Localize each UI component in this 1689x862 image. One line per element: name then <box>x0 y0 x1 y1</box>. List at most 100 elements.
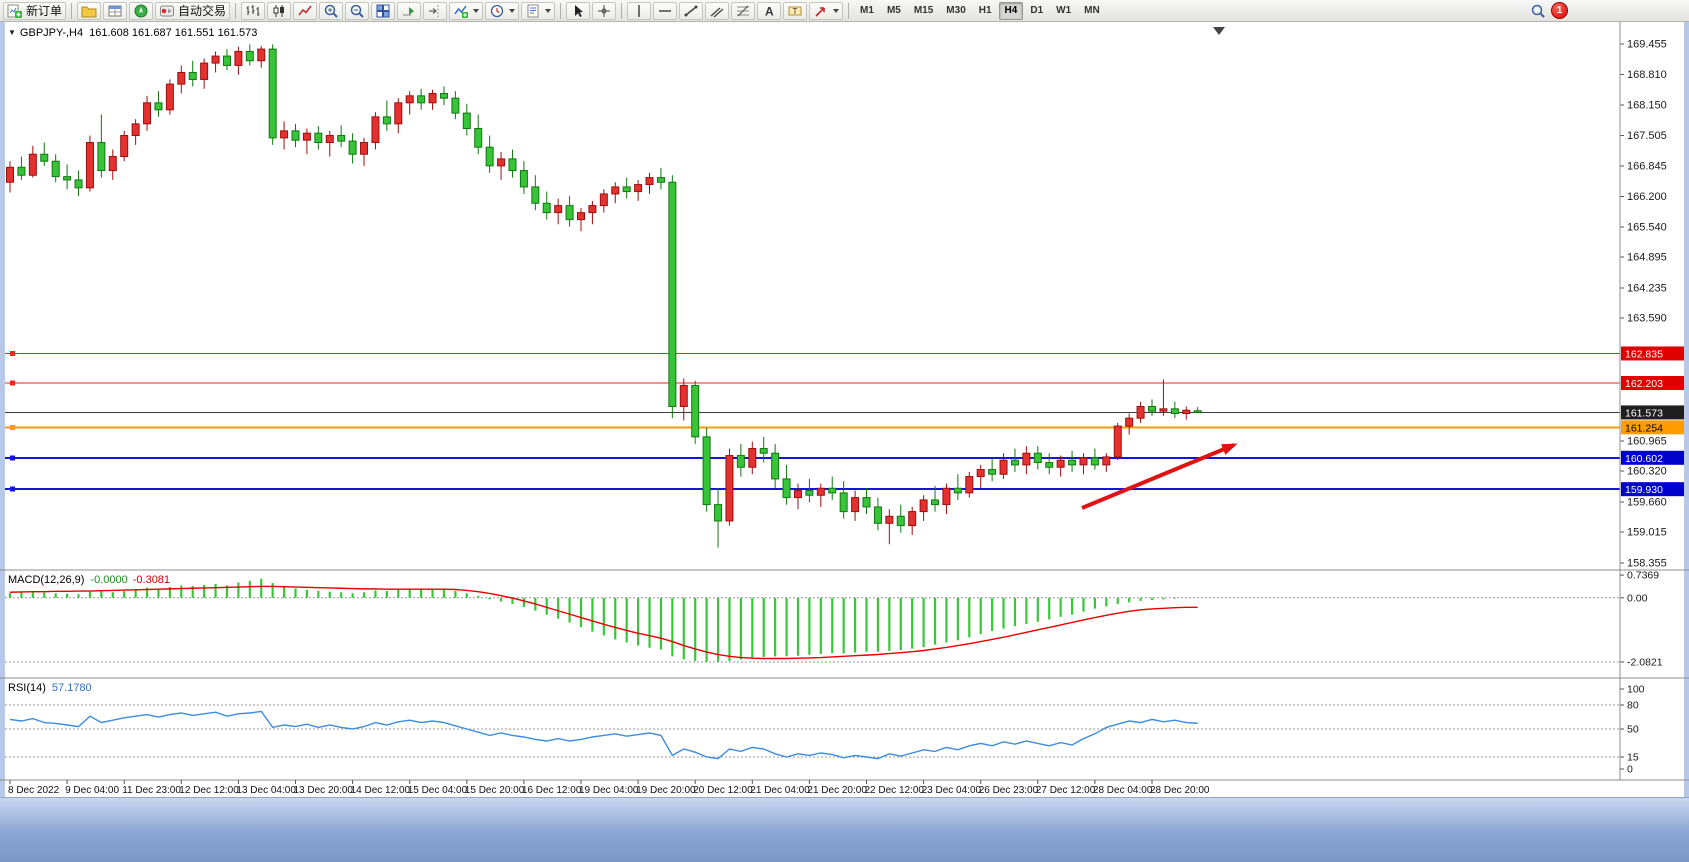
svg-text:168.810: 168.810 <box>1627 69 1667 81</box>
horizontal-line-button[interactable] <box>653 1 678 20</box>
svg-text:8 Dec 2022: 8 Dec 2022 <box>8 785 60 796</box>
svg-text:166.845: 166.845 <box>1627 161 1667 173</box>
autotrading-label: 自动交易 <box>178 3 227 18</box>
auto-scroll-button[interactable] <box>397 1 422 20</box>
zoom-in-button[interactable] <box>319 1 344 20</box>
dropdown-caret-icon <box>473 8 480 13</box>
autotrading-button[interactable]: 自动交易 <box>155 1 231 20</box>
chart-canvas[interactable]: 169.455 168.810 168.150 167.505 166.845 166.2… <box>0 22 1689 797</box>
macd-label: MACD(12,26,9) <box>8 574 85 586</box>
fibonacci-icon <box>737 5 750 16</box>
svg-text:20 Dec 12:00: 20 Dec 12:00 <box>693 785 753 796</box>
svg-text:165.540: 165.540 <box>1627 222 1667 234</box>
main-toolbar: 新订单 自动交易 <box>0 0 1689 22</box>
timeframe-d1-button[interactable]: D1 <box>1030 4 1044 16</box>
timeframe-m30-button[interactable]: M30 <box>946 4 966 16</box>
svg-text:11 Dec 23:00: 11 Dec 23:00 <box>122 785 181 796</box>
macd-pane: 0.7369 0.00 -2.0821 <box>5 570 1663 668</box>
tile-windows-button[interactable] <box>371 1 396 20</box>
new-order-button[interactable]: 新订单 <box>3 1 67 20</box>
vertical-line-icon <box>638 4 640 17</box>
price-axis-labels: 169.455 168.810 168.150 167.505 166.845 166.2… <box>1620 39 1667 569</box>
window-bottom-frame <box>0 797 1689 862</box>
cursor-button[interactable] <box>566 1 591 20</box>
svg-text:14 Dec 12:00: 14 Dec 12:00 <box>351 785 411 796</box>
chart-shift-marker[interactable] <box>1213 27 1225 35</box>
vertical-line-button[interactable] <box>627 1 652 20</box>
candlestick-chart-button[interactable] <box>267 1 292 20</box>
bar-chart-icon <box>246 4 260 16</box>
rsi-label: RSI(14) <box>8 682 46 694</box>
timeframe-m15-button[interactable]: M15 <box>913 4 934 16</box>
timeframe-m1-button[interactable]: M1 <box>860 4 874 16</box>
timeframe-mn-button[interactable]: MN <box>1084 4 1100 16</box>
templates-icon <box>527 4 539 17</box>
svg-text:160.965: 160.965 <box>1627 435 1667 447</box>
cursor-icon <box>575 4 584 17</box>
timeframe-h4-button[interactable]: H4 <box>998 1 1024 20</box>
autotrading-icon <box>160 5 175 16</box>
trendline-icon <box>684 5 698 16</box>
chart-shift-button[interactable] <box>423 1 448 20</box>
svg-text:100: 100 <box>1627 684 1645 696</box>
channel-button[interactable] <box>705 1 730 20</box>
bar-chart-button[interactable] <box>241 1 266 20</box>
macd-main-value: -0.0000 <box>90 574 128 586</box>
text-button[interactable]: A <box>757 1 782 20</box>
timeframe-m5-button[interactable]: M5 <box>886 4 901 16</box>
svg-text:23 Dec 04:00: 23 Dec 04:00 <box>922 785 982 796</box>
dropdown-caret-icon <box>545 8 552 13</box>
svg-text:13 Dec 04:00: 13 Dec 04:00 <box>236 785 296 796</box>
periods-button[interactable] <box>485 1 520 20</box>
svg-text:15: 15 <box>1627 752 1639 764</box>
data-window-button[interactable] <box>103 1 128 20</box>
new-order-icon <box>7 4 22 18</box>
navigator-button[interactable] <box>129 1 154 20</box>
indicators-button[interactable] <box>449 1 484 20</box>
svg-text:80: 80 <box>1627 700 1639 712</box>
svg-text:158.355: 158.355 <box>1627 557 1667 569</box>
svg-text:159.015: 159.015 <box>1627 526 1667 538</box>
profiles-icon <box>81 6 97 17</box>
dropdown-caret-icon <box>833 8 840 13</box>
rsi-value: 57.1780 <box>51 682 92 694</box>
svg-text:22 Dec 12:00: 22 Dec 12:00 <box>865 785 925 796</box>
line-chart-button[interactable] <box>293 1 318 20</box>
price-badge-162.203: 162.203 <box>1625 378 1663 390</box>
one-click-trading-toggle[interactable]: ▼ <box>8 28 16 37</box>
text-label-button[interactable]: T <box>783 1 808 20</box>
templates-button[interactable] <box>521 1 556 20</box>
timeframe-buttons: M1 M5 M15 M30 H1 H4 D1 W1 MN <box>854 1 1106 20</box>
svg-text:164.895: 164.895 <box>1627 252 1667 264</box>
svg-text:164.235: 164.235 <box>1627 283 1667 295</box>
zoom-out-button[interactable] <box>345 1 370 20</box>
crosshair-button[interactable] <box>592 1 617 20</box>
chart-shift-icon <box>429 4 439 17</box>
channel-icon <box>710 7 724 17</box>
profiles-button[interactable] <box>77 1 102 20</box>
fibonacci-button[interactable] <box>731 1 756 20</box>
notification-badge[interactable]: 1 <box>1551 2 1568 19</box>
toolbar-separator <box>621 2 623 19</box>
svg-text:163.590: 163.590 <box>1627 313 1667 325</box>
trendline-button[interactable] <box>679 1 704 20</box>
trend-arrow-annotation[interactable] <box>1081 443 1238 510</box>
tile-windows-icon <box>376 4 390 17</box>
candlestick-chart-icon <box>273 4 285 17</box>
horizontal-line-objects[interactable] <box>5 350 1620 492</box>
toolbar-separator <box>71 2 73 19</box>
price-badge-162.835: 162.835 <box>1625 348 1663 360</box>
svg-text:15 Dec 20:00: 15 Dec 20:00 <box>465 785 525 796</box>
svg-text:28 Dec 04:00: 28 Dec 04:00 <box>1093 785 1153 796</box>
pane-separators[interactable] <box>0 22 1689 781</box>
timeframe-h1-button[interactable]: H1 <box>978 4 992 16</box>
candlesticks <box>6 44 1202 548</box>
svg-text:168.150: 168.150 <box>1627 100 1667 112</box>
search-button[interactable] <box>1527 2 1549 20</box>
price-badge-160.602: 160.602 <box>1625 453 1663 465</box>
toolbar-separator <box>235 2 237 19</box>
auto-scroll-icon <box>403 6 415 15</box>
timeframe-w1-button[interactable]: W1 <box>1056 4 1072 16</box>
arrows-button[interactable] <box>809 1 844 20</box>
